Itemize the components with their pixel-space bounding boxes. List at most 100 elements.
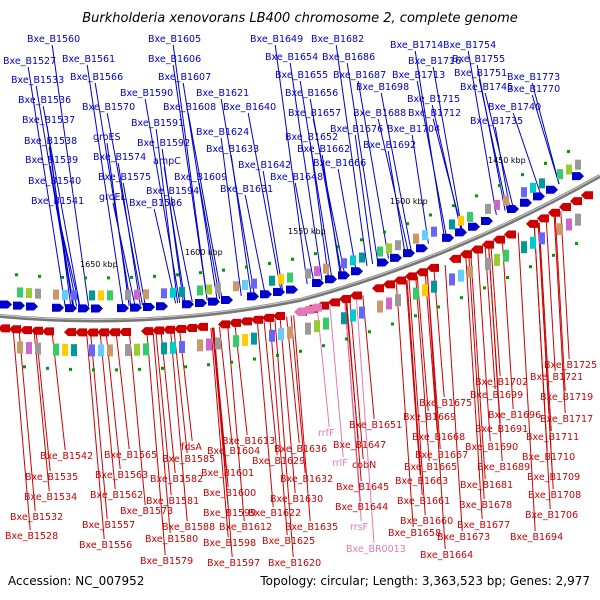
bottom-gene-label[interactable]: Bxe_B1669 xyxy=(403,412,456,423)
top-gene-label[interactable]: Bxe_B1624 xyxy=(196,127,249,138)
bottom-gene-label[interactable]: Bxe_B1598 xyxy=(203,538,256,549)
gene-arrow[interactable] xyxy=(572,172,584,181)
bottom-gene-label[interactable]: Bxe_B1612 xyxy=(219,522,272,533)
gene-arrow[interactable] xyxy=(338,271,350,280)
top-gene-label[interactable]: Bxe_B1537 xyxy=(22,115,75,126)
top-gene-label[interactable]: Bxe_B1540 xyxy=(28,176,81,187)
bottom-gene-label[interactable]: Bxe_B1667 xyxy=(415,450,468,461)
gene-arrow[interactable] xyxy=(559,203,571,212)
gene-arrow[interactable] xyxy=(208,297,220,306)
gene-arrow[interactable] xyxy=(218,320,230,329)
gene-arrow[interactable] xyxy=(526,219,538,228)
bottom-gene-label[interactable]: Bxe_B1719 xyxy=(540,392,593,403)
bottom-gene-label[interactable]: Bxe_B1632 xyxy=(280,474,333,485)
bottom-gene-label[interactable]: Bxe_B1661 xyxy=(397,496,450,507)
gene-arrow[interactable] xyxy=(468,222,480,231)
gene-arrow[interactable] xyxy=(383,280,395,289)
bottom-gene-label[interactable]: Bxe_B1629 xyxy=(252,456,305,467)
bottom-gene-label[interactable]: Bxe_B1721 xyxy=(530,372,583,383)
top-gene-label[interactable]: Bxe_B1692 xyxy=(363,140,416,151)
bottom-gene-label[interactable]: Bxe_B1535 xyxy=(25,472,78,483)
gene-arrow[interactable] xyxy=(247,292,259,301)
top-gene-label[interactable]: Bxe_B1770 xyxy=(507,84,560,95)
bottom-gene-label[interactable]: Bxe_B1588 xyxy=(162,522,215,533)
top-gene-label[interactable]: Bxe_B1539 xyxy=(25,155,78,166)
gene-arrow[interactable] xyxy=(350,291,362,300)
top-gene-label[interactable]: groEL xyxy=(99,192,127,203)
bottom-gene-label[interactable]: Bxe_B1664 xyxy=(420,550,473,561)
bottom-gene-label[interactable]: Bxe_B1532 xyxy=(10,512,63,523)
gene-arrow[interactable] xyxy=(78,304,90,313)
gene-arrow[interactable] xyxy=(141,327,153,336)
top-gene-label[interactable]: Bxe_B1656 xyxy=(285,88,338,99)
top-gene-label[interactable]: Bxe_B1621 xyxy=(196,88,249,99)
top-gene-label[interactable]: Bxe_B1609 xyxy=(174,172,227,183)
rna-gene-label[interactable]: rrsF xyxy=(350,522,368,533)
top-gene-label[interactable]: Bxe_B1755 xyxy=(452,54,505,65)
gene-arrow[interactable] xyxy=(262,313,274,322)
top-gene-label[interactable]: Bxe_B1607 xyxy=(158,72,211,83)
top-gene-label[interactable]: Bxe_B1745 xyxy=(460,82,513,93)
gene-arrow[interactable] xyxy=(117,304,129,313)
gene-arrow[interactable] xyxy=(537,214,549,223)
top-gene-label[interactable]: Bxe_B1640 xyxy=(223,102,276,113)
gene-arrow[interactable] xyxy=(251,315,263,324)
bottom-gene-label[interactable]: Bxe_B1708 xyxy=(528,490,581,501)
top-gene-label[interactable]: Bxe_B1649 xyxy=(250,34,303,45)
top-gene-label[interactable]: Bxe_B1574 xyxy=(93,152,146,163)
bottom-gene-label[interactable]: Bxe_B1630 xyxy=(270,494,323,505)
top-gene-label[interactable]: Bxe_B1631 xyxy=(220,184,273,195)
gene-arrow[interactable] xyxy=(143,303,155,312)
top-gene-label[interactable]: Bxe_B1590 xyxy=(120,88,173,99)
gene-arrow[interactable] xyxy=(548,208,560,217)
bottom-gene-label[interactable]: Bxe_B1710 xyxy=(522,452,575,463)
top-gene-label[interactable]: Bxe_B1657 xyxy=(288,108,341,119)
gene-arrow[interactable] xyxy=(86,328,98,337)
bottom-gene-label[interactable]: Bxe_B1601 xyxy=(201,468,254,479)
top-gene-label[interactable]: Bxe_B1566 xyxy=(70,72,123,83)
bottom-gene-label[interactable]: Bxe_B1599 xyxy=(203,508,256,519)
top-gene-label[interactable]: groES xyxy=(93,132,121,143)
top-gene-label[interactable]: Bxe_B1666 xyxy=(313,158,366,169)
gene-arrow[interactable] xyxy=(221,295,233,304)
top-gene-label[interactable]: Bxe_B1592 xyxy=(137,138,190,149)
bottom-gene-label[interactable]: Bxe_B1691 xyxy=(475,424,528,435)
gene-arrow[interactable] xyxy=(229,318,241,327)
top-gene-label[interactable]: Bxe_B1560 xyxy=(27,34,80,45)
bottom-gene-label[interactable]: Bxe_B1622 xyxy=(248,508,301,519)
top-gene-label[interactable]: Bxe_B1608 xyxy=(163,102,216,113)
top-gene-label[interactable]: Bxe_B1642 xyxy=(238,160,291,171)
gene-arrow[interactable] xyxy=(581,191,593,200)
top-gene-label[interactable]: Bxe_B1655 xyxy=(275,70,328,81)
bottom-gene-label[interactable]: Bxe_B1702 xyxy=(475,377,528,388)
gene-arrow[interactable] xyxy=(13,301,25,310)
bottom-gene-label[interactable]: Bxe_B1542 xyxy=(40,451,93,462)
gene-arrow[interactable] xyxy=(152,326,164,335)
gene-arrow[interactable] xyxy=(9,325,21,334)
bottom-gene-label[interactable]: Bxe_B1694 xyxy=(510,532,563,543)
bottom-gene-label[interactable]: Bxe_B1647 xyxy=(333,440,386,451)
gene-arrow[interactable] xyxy=(455,228,467,237)
gene-arrow[interactable] xyxy=(0,300,12,309)
gene-arrow[interactable] xyxy=(416,268,428,277)
gene-arrow[interactable] xyxy=(449,254,461,263)
top-gene-label[interactable]: Bxe_B1570 xyxy=(82,102,135,113)
bottom-gene-label[interactable]: Bxe_B1709 xyxy=(527,472,580,483)
top-gene-label[interactable]: ampC xyxy=(153,156,181,167)
gene-arrow[interactable] xyxy=(481,217,493,226)
bottom-gene-label[interactable]: Bxe_B1665 xyxy=(404,462,457,473)
top-gene-label[interactable]: Bxe_B1654 xyxy=(265,52,318,63)
gene-arrow[interactable] xyxy=(75,328,87,337)
gene-arrow[interactable] xyxy=(507,205,519,214)
bottom-gene-label[interactable]: Bxe_B1668 xyxy=(412,432,465,443)
top-gene-label[interactable]: Bxe_B1716 xyxy=(408,56,461,67)
gene-arrow[interactable] xyxy=(533,192,545,201)
bottom-gene-label[interactable]: Bxe_B1604 xyxy=(207,446,260,457)
bottom-gene-label[interactable]: cobN xyxy=(352,460,376,471)
gene-arrow[interactable] xyxy=(377,258,389,267)
top-gene-label[interactable]: Bxe_B1633 xyxy=(206,144,259,155)
gene-arrow[interactable] xyxy=(312,279,324,288)
bottom-gene-label[interactable]: Bxe_B1699 xyxy=(470,390,523,401)
top-gene-label[interactable]: Bxe_B1575 xyxy=(98,172,151,183)
top-gene-label[interactable]: Bxe_B1538 xyxy=(24,136,77,147)
